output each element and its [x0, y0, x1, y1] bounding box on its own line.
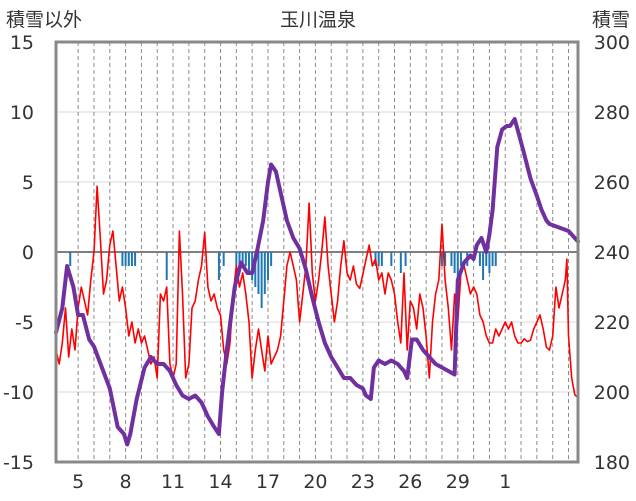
precipitation-bar — [134, 252, 137, 266]
x-tick-label: 26 — [398, 471, 422, 493]
precipitation-bar — [124, 252, 127, 266]
y-right-tick-label: 280 — [594, 102, 630, 124]
x-tick-label: 20 — [303, 471, 327, 493]
precipitation-bar — [377, 252, 380, 266]
precipitation-bar — [257, 252, 260, 294]
precipitation-bar — [456, 252, 459, 280]
precipitation-bar — [121, 252, 124, 266]
y-right-tick-label: 220 — [594, 312, 630, 334]
precipitation-bar — [241, 252, 244, 266]
y-left-tick-label: -15 — [3, 452, 34, 474]
precipitation-bar — [459, 252, 462, 266]
precipitation-bar — [222, 252, 225, 266]
precipitation-bar — [130, 252, 133, 266]
precipitation-bar — [482, 252, 485, 280]
y-right-tick-label: 180 — [594, 452, 630, 474]
chart-title: 玉川温泉 — [280, 9, 356, 31]
temperature-line — [55, 185, 579, 399]
precipitation-bar — [270, 252, 273, 266]
precipitation-bar — [491, 252, 494, 266]
precipitation-bar — [244, 252, 247, 266]
precipitation-bars — [69, 252, 497, 308]
precipitation-bar — [165, 252, 168, 280]
precipitation-bar — [260, 252, 263, 308]
y-left-tick-label: 5 — [22, 172, 34, 194]
y-left-tick-label: 15 — [10, 32, 34, 54]
precipitation-bar — [488, 252, 491, 273]
x-tick-label: 11 — [161, 471, 185, 493]
precipitation-bar — [444, 252, 447, 266]
plot-frame — [54, 40, 580, 464]
x-tick-label: 8 — [120, 471, 132, 493]
y-left-tick-label: -5 — [15, 312, 34, 334]
series-lines — [54, 117, 580, 447]
precipitation-bar — [217, 252, 220, 280]
precipitation-bar — [254, 252, 257, 287]
y-right-tick-label: 300 — [594, 32, 630, 54]
precipitation-bar — [247, 252, 250, 273]
precipitation-bar — [238, 252, 241, 266]
precipitation-bar — [478, 252, 481, 266]
precipitation-bar — [390, 252, 393, 266]
precipitation-bar — [399, 252, 402, 273]
x-tick-label: 17 — [256, 471, 280, 493]
precipitation-bar — [453, 252, 456, 273]
precipitation-bar — [127, 252, 130, 266]
x-tick-label: 5 — [72, 471, 84, 493]
right-axis-label: 積雪 — [592, 9, 630, 31]
snow_depth-line — [54, 117, 580, 447]
precipitation-bar — [235, 252, 238, 266]
precipitation-bar — [450, 252, 453, 266]
x-tick-label: 29 — [446, 471, 470, 493]
x-tick-label: 1 — [499, 471, 511, 493]
x-tick-label: 23 — [351, 471, 375, 493]
precipitation-bar — [440, 252, 443, 266]
precipitation-bar — [69, 252, 72, 266]
y-left-tick-label: 0 — [22, 242, 34, 264]
left-axis-label: 積雪以外 — [6, 9, 82, 31]
y-right-tick-label: 200 — [594, 382, 630, 404]
y-left-tick-label: 10 — [10, 102, 34, 124]
y-right-tick-label: 240 — [594, 242, 630, 264]
y-left-tick-label: -10 — [3, 382, 34, 404]
precipitation-bar — [380, 252, 383, 266]
precipitation-bar — [263, 252, 266, 294]
precipitation-bar — [404, 252, 407, 266]
y-right-tick-label: 260 — [594, 172, 630, 194]
x-tick-label: 14 — [208, 471, 232, 493]
precipitation-bar — [494, 252, 497, 266]
precipitation-bar — [485, 252, 488, 266]
precipitation-bar — [266, 252, 269, 280]
